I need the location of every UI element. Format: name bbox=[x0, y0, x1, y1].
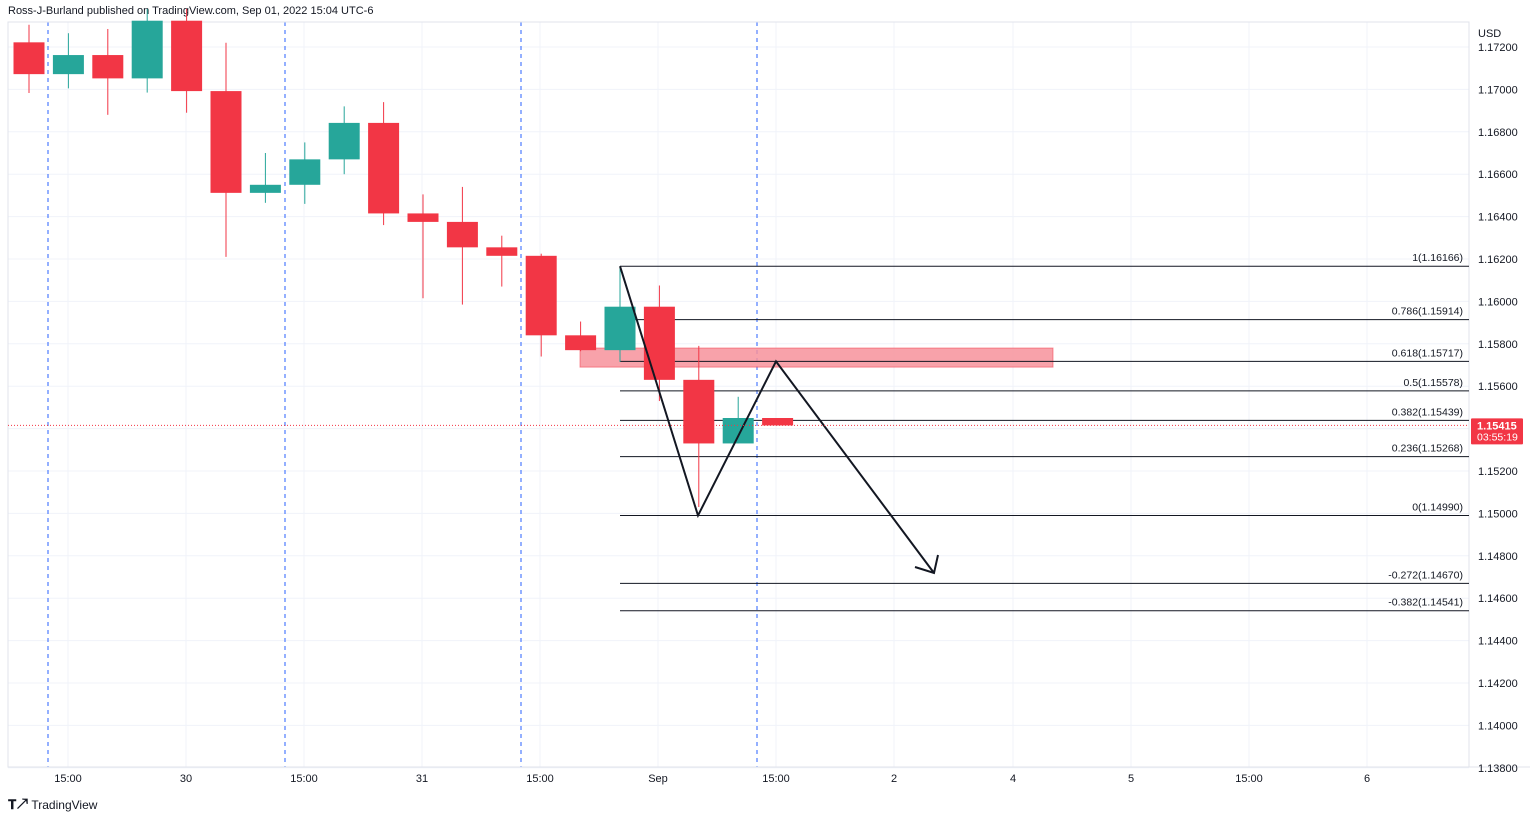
candle-body bbox=[328, 122, 360, 160]
last-price-value: 1.15415 bbox=[1477, 420, 1517, 432]
candle-body bbox=[368, 122, 400, 214]
time-tick-label: 15:00 bbox=[1235, 773, 1263, 785]
price-scale: 1.17200 1.17000 1.16800 1.16600 1.16400 1.162… bbox=[1478, 42, 1518, 775]
candle bbox=[368, 102, 400, 226]
price-tick-label: 1.16600 bbox=[1478, 169, 1518, 181]
candle bbox=[171, 8, 203, 113]
last-price-badge: 1.15415 03:55:19 bbox=[1471, 418, 1523, 445]
candle bbox=[52, 33, 84, 89]
candle-body bbox=[131, 20, 163, 79]
time-tick-label: 5 bbox=[1128, 773, 1134, 785]
time-tick-label: 31 bbox=[416, 773, 428, 785]
time-tick-label: 2 bbox=[891, 773, 897, 785]
currency-label: USD bbox=[1478, 28, 1501, 40]
candle bbox=[643, 285, 675, 402]
arrow-head-icon bbox=[914, 554, 939, 575]
fibonacci-retracement: 1(1.16166) 0.786(1.15914) 0.618(1.15717) 0.… bbox=[620, 252, 1469, 612]
candle-body bbox=[565, 335, 597, 351]
price-tick-label: 1.14600 bbox=[1478, 593, 1518, 605]
price-tick-label: 1.16000 bbox=[1478, 296, 1518, 308]
candle bbox=[565, 321, 597, 352]
candle-body bbox=[289, 159, 321, 185]
candle bbox=[407, 194, 439, 299]
time-tick-label: 15:00 bbox=[526, 773, 554, 785]
candle-body bbox=[683, 379, 715, 444]
fib-level-label: 1(1.16166) bbox=[1412, 252, 1463, 264]
price-tick-label: 1.14800 bbox=[1478, 551, 1518, 563]
candle bbox=[13, 24, 45, 94]
price-tick-label: 1.16200 bbox=[1478, 254, 1518, 266]
candle bbox=[683, 345, 715, 508]
price-tick-label: 1.14400 bbox=[1478, 636, 1518, 648]
fib-level-label: 0.5(1.15578) bbox=[1403, 377, 1463, 389]
last-price-countdown: 03:55:19 bbox=[1477, 431, 1518, 443]
candle-body bbox=[762, 418, 794, 426]
price-tick-label: 1.17200 bbox=[1478, 42, 1518, 54]
candle bbox=[210, 42, 242, 257]
candle-body bbox=[407, 213, 439, 222]
candle bbox=[604, 266, 636, 362]
time-tick-label: 15:00 bbox=[762, 773, 790, 785]
fib-level-label: 0(1.14990) bbox=[1412, 502, 1463, 514]
candle bbox=[446, 186, 478, 305]
fib-level-label: 0.382(1.15439) bbox=[1392, 406, 1463, 418]
fib-level-label: 0.236(1.15268) bbox=[1392, 443, 1463, 455]
time-tick-label: 6 bbox=[1364, 773, 1370, 785]
tradingview-brand[interactable]: 𝐓 ↗ TradingView bbox=[8, 797, 97, 813]
candle bbox=[486, 235, 518, 287]
price-tick-label: 1.14200 bbox=[1478, 678, 1518, 690]
time-tick-label: 15:00 bbox=[290, 773, 318, 785]
price-tick-label: 1.15600 bbox=[1478, 381, 1518, 393]
time-tick-label: 15:00 bbox=[54, 773, 82, 785]
fib-level-label: -0.382(1.14541) bbox=[1388, 597, 1463, 609]
price-tick-label: 1.16400 bbox=[1478, 212, 1518, 224]
price-tick-label: 1.15000 bbox=[1478, 508, 1518, 520]
time-tick-label: Sep bbox=[648, 773, 668, 785]
price-tick-label: 1.14000 bbox=[1478, 720, 1518, 732]
price-tick-label: 1.13800 bbox=[1478, 763, 1518, 775]
candle bbox=[525, 253, 557, 357]
projection-path bbox=[619, 265, 935, 574]
pattern-drawing bbox=[619, 265, 939, 575]
resistance-zone-layer bbox=[579, 347, 1054, 368]
tradingview-logo-icon: 𝐓 ↗ bbox=[8, 797, 27, 812]
price-tick-label: 1.17000 bbox=[1478, 84, 1518, 96]
brand-name: TradingView bbox=[31, 798, 98, 812]
candle-body bbox=[525, 255, 557, 336]
candle-body bbox=[604, 306, 636, 351]
price-tick-label: 1.15200 bbox=[1478, 466, 1518, 478]
candle-body bbox=[249, 184, 281, 193]
fib-level-label: 0.618(1.15717) bbox=[1392, 347, 1463, 359]
candle bbox=[328, 106, 360, 175]
candles bbox=[13, 8, 794, 508]
price-chart[interactable]: USD 1(1.16166) 0.786(1.15914) 0.618(1.1571… bbox=[0, 0, 1536, 790]
time-tick-label: 30 bbox=[180, 773, 192, 785]
publisher-note: Ross-J-Burland published on TradingView.… bbox=[8, 5, 374, 17]
fib-level-label: 0.786(1.15914) bbox=[1392, 306, 1463, 318]
candle-body bbox=[92, 55, 124, 79]
candle-body bbox=[643, 306, 675, 380]
time-tick-label: 4 bbox=[1010, 773, 1016, 785]
candle bbox=[762, 418, 794, 426]
fib-level-label: -0.272(1.14670) bbox=[1388, 569, 1463, 581]
time-scale: 15:00 30 15:00 31 15:00 Sep 15:00 2 4 5 15:00 6 bbox=[54, 773, 1370, 785]
candle-body bbox=[722, 418, 754, 444]
session-separators bbox=[47, 22, 758, 767]
resistance-zone bbox=[579, 347, 1054, 368]
candle bbox=[92, 28, 124, 115]
price-tick-label: 1.16800 bbox=[1478, 127, 1518, 139]
candle bbox=[249, 153, 281, 203]
candle bbox=[289, 142, 321, 204]
candle-body bbox=[486, 247, 518, 256]
price-tick-label: 1.15800 bbox=[1478, 339, 1518, 351]
candle-body bbox=[52, 55, 84, 75]
candle-body bbox=[171, 20, 203, 92]
candle-body bbox=[210, 91, 242, 193]
candle-body bbox=[446, 221, 478, 248]
candle-body bbox=[13, 42, 45, 75]
candle bbox=[131, 8, 163, 93]
